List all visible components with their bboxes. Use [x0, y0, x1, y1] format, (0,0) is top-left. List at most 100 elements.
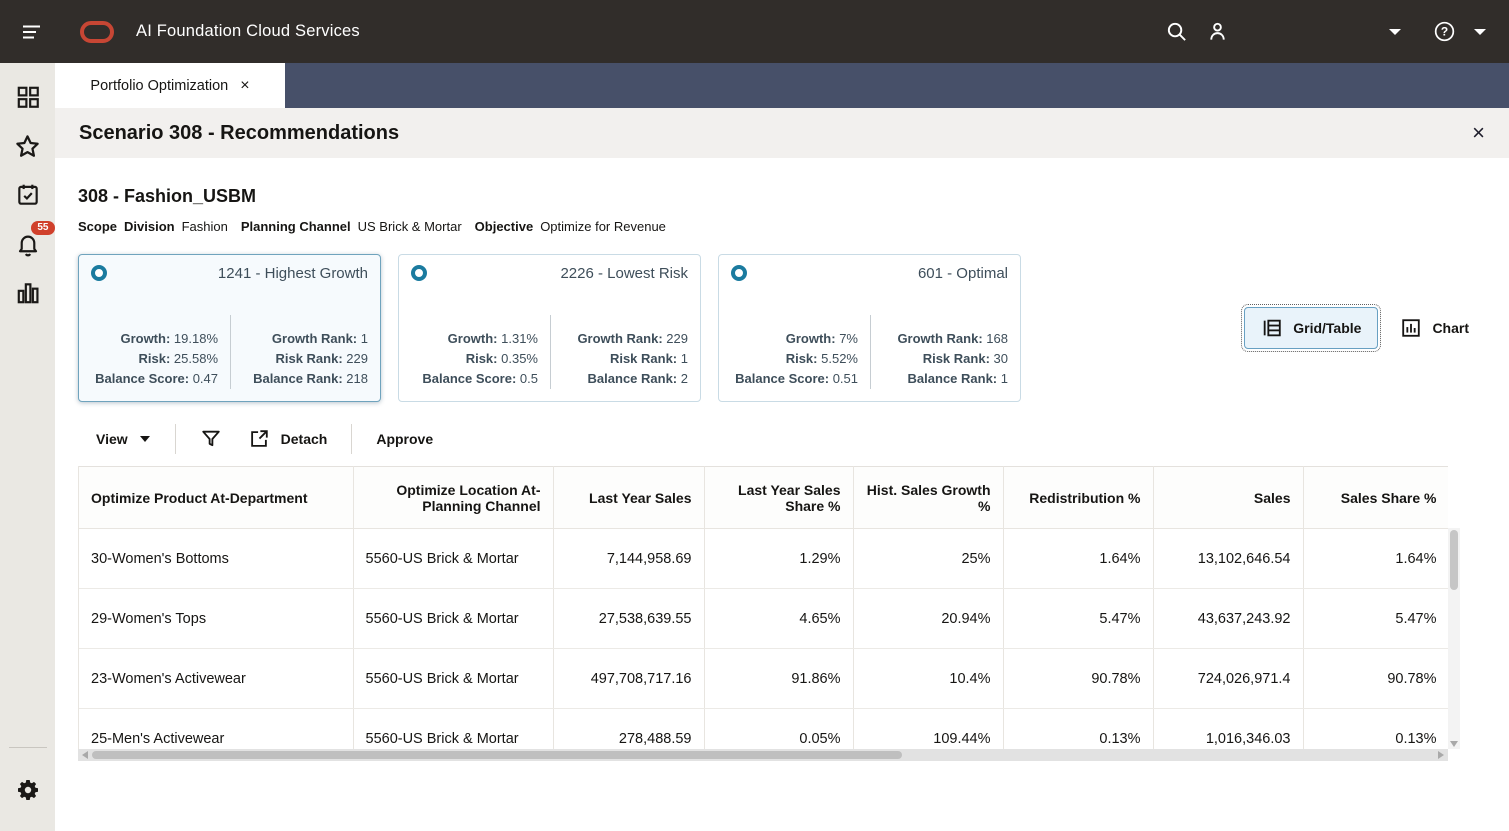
grid-viewport: Optimize Product At-Department Optimize … [78, 466, 1448, 749]
view-toggle-group: Grid/Table Chart [1241, 304, 1475, 352]
chevron-down-icon [139, 435, 151, 443]
table-row[interactable]: 25-Men's Activewear 5560-US Brick & Mort… [79, 708, 1448, 749]
scroll-left-arrow-icon[interactable] [82, 751, 88, 759]
help-button[interactable]: ? [1428, 15, 1461, 48]
table-row[interactable]: 30-Women's Bottoms 5560-US Brick & Morta… [79, 528, 1448, 589]
sidebar-item-settings[interactable] [10, 772, 46, 808]
view-menu-button[interactable]: View [96, 431, 151, 447]
scroll-right-arrow-icon[interactable] [1438, 751, 1444, 759]
chart-button[interactable]: Chart [1394, 307, 1475, 349]
grid-table-button[interactable]: Grid/Table [1241, 304, 1382, 352]
task-calendar-icon [15, 182, 41, 208]
card-title: 2226 - Lowest Risk [560, 265, 688, 282]
oracle-logo [80, 20, 114, 43]
person-icon [1206, 20, 1229, 43]
meta-label-scope: Scope [78, 219, 118, 234]
chevron-down-icon [1474, 28, 1486, 35]
card-stats-divider [550, 315, 551, 389]
chevron-down-icon [1389, 28, 1401, 35]
help-icon: ? [1433, 20, 1456, 43]
vertical-scrollbar[interactable] [1448, 528, 1460, 749]
page-title: Scenario 308 - Recommendations [79, 121, 400, 144]
card-stats-divider [870, 315, 871, 389]
chart-icon [1400, 317, 1422, 339]
meta-label-division: Division [124, 219, 175, 234]
horizontal-scrollbar-thumb[interactable] [92, 751, 902, 759]
card-lowest-risk[interactable]: 2226 - Lowest Risk Growth: 1.31% Risk: 0… [398, 254, 701, 402]
star-icon [14, 133, 41, 160]
card-stats-divider [230, 315, 231, 389]
hamburger-menu-button[interactable] [14, 14, 50, 50]
filter-button[interactable] [200, 428, 222, 450]
meta-value-objective: Optimize for Revenue [540, 219, 666, 234]
card-stats-right: Growth Rank: 1 Risk Rank: 229 Balance Ra… [253, 331, 368, 386]
column-header[interactable]: Optimize Product At-Department [79, 466, 354, 529]
tab-close-button[interactable]: × [240, 76, 250, 94]
sidebar-item-reports[interactable] [10, 275, 46, 311]
column-header[interactable]: Last Year Sales [553, 466, 705, 529]
column-header[interactable]: Last Year Sales Share % [704, 466, 854, 529]
app-title: AI Foundation Cloud Services [136, 22, 360, 40]
card-stats-left: Growth: 1.31% Risk: 0.35% Balance Score:… [422, 331, 538, 386]
data-grid: Optimize Product At-Department Optimize … [78, 466, 1460, 761]
scroll-down-arrow-icon[interactable] [1450, 741, 1458, 747]
approve-button[interactable]: Approve [376, 431, 433, 447]
gear-icon [16, 778, 40, 802]
help-dropdown-button[interactable] [1469, 24, 1491, 40]
horizontal-scrollbar[interactable] [78, 749, 1460, 761]
column-header[interactable]: Optimize Location At-Planning Channel [353, 466, 554, 529]
sidebar-item-dashboard[interactable] [10, 79, 46, 115]
scenario-meta: Scope Division Fashion Planning Channel … [78, 219, 1475, 234]
detach-button[interactable]: Detach [248, 428, 327, 450]
meta-value-planning-channel: US Brick & Mortar [357, 219, 462, 234]
scenario-heading: 308 - Fashion_USBM [78, 186, 257, 206]
search-button[interactable] [1160, 15, 1193, 48]
column-header[interactable]: Sales [1153, 466, 1304, 529]
sidebar-divider [8, 747, 47, 748]
column-header[interactable]: Redistribution % [1003, 466, 1154, 529]
card-highest-growth[interactable]: 1241 - Highest Growth Growth: 19.18% Ris… [78, 254, 381, 402]
toolbar-divider [174, 424, 176, 454]
scenario-cards-row: 1241 - Highest Growth Growth: 19.18% Ris… [78, 254, 1475, 402]
svg-text:?: ? [1441, 25, 1448, 39]
tab-portfolio-optimization[interactable]: Portfolio Optimization × [55, 63, 285, 108]
card-stats-left: Growth: 19.18% Risk: 25.58% Balance Scor… [95, 331, 218, 386]
tab-strip: Portfolio Optimization × [55, 63, 1509, 108]
table-row[interactable]: 23-Women's Activewear 5560-US Brick & Mo… [79, 648, 1448, 709]
notification-count-badge: 55 [31, 221, 55, 235]
table-row[interactable]: 29-Women's Tops 5560-US Brick & Mortar 2… [79, 588, 1448, 649]
column-header[interactable]: Sales Share % [1303, 466, 1448, 529]
card-optimal[interactable]: 601 - Optimal Growth: 7% Risk: 5.52% Bal… [718, 254, 1021, 402]
filter-icon [200, 428, 222, 450]
vertical-scrollbar-thumb[interactable] [1450, 530, 1458, 590]
sidebar-item-favorites[interactable] [10, 128, 46, 164]
grid-dashboard-icon [15, 84, 41, 110]
sidebar-item-notifications[interactable]: 55 [10, 221, 55, 262]
radio-selected-icon[interactable] [91, 265, 107, 281]
page-header: Scenario 308 - Recommendations × [55, 108, 1509, 158]
sidebar-item-tasks[interactable] [10, 177, 46, 213]
table-toolbar: View Detach [78, 422, 1475, 456]
user-button[interactable] [1201, 15, 1234, 48]
context-dropdown-button[interactable] [1384, 24, 1406, 40]
view-label: View [96, 431, 128, 447]
tab-label: Portfolio Optimization [90, 77, 229, 94]
card-stats-right: Growth Rank: 168 Risk Rank: 30 Balance R… [897, 331, 1008, 386]
search-icon [1165, 20, 1188, 43]
column-header[interactable]: Hist. Sales Growth % [853, 466, 1004, 529]
hamburger-icon [20, 20, 44, 44]
radio-unselected-icon[interactable] [411, 265, 427, 281]
table-grid-icon [1261, 317, 1283, 339]
page-close-button[interactable]: × [1472, 120, 1485, 145]
card-stats-right: Growth Rank: 229 Risk Rank: 1 Balance Ra… [577, 331, 688, 386]
left-sidebar: 55 [0, 63, 55, 831]
bell-icon [15, 231, 41, 257]
detach-icon [248, 428, 270, 450]
toolbar-divider [351, 424, 353, 454]
card-title: 1241 - Highest Growth [217, 265, 368, 282]
bar-chart-icon [15, 280, 41, 306]
approve-label: Approve [376, 431, 434, 447]
card-title: 601 - Optimal [917, 265, 1008, 282]
content-area: 308 - Fashion_USBM Scope Division Fashio… [55, 158, 1509, 831]
radio-unselected-icon[interactable] [731, 265, 747, 281]
